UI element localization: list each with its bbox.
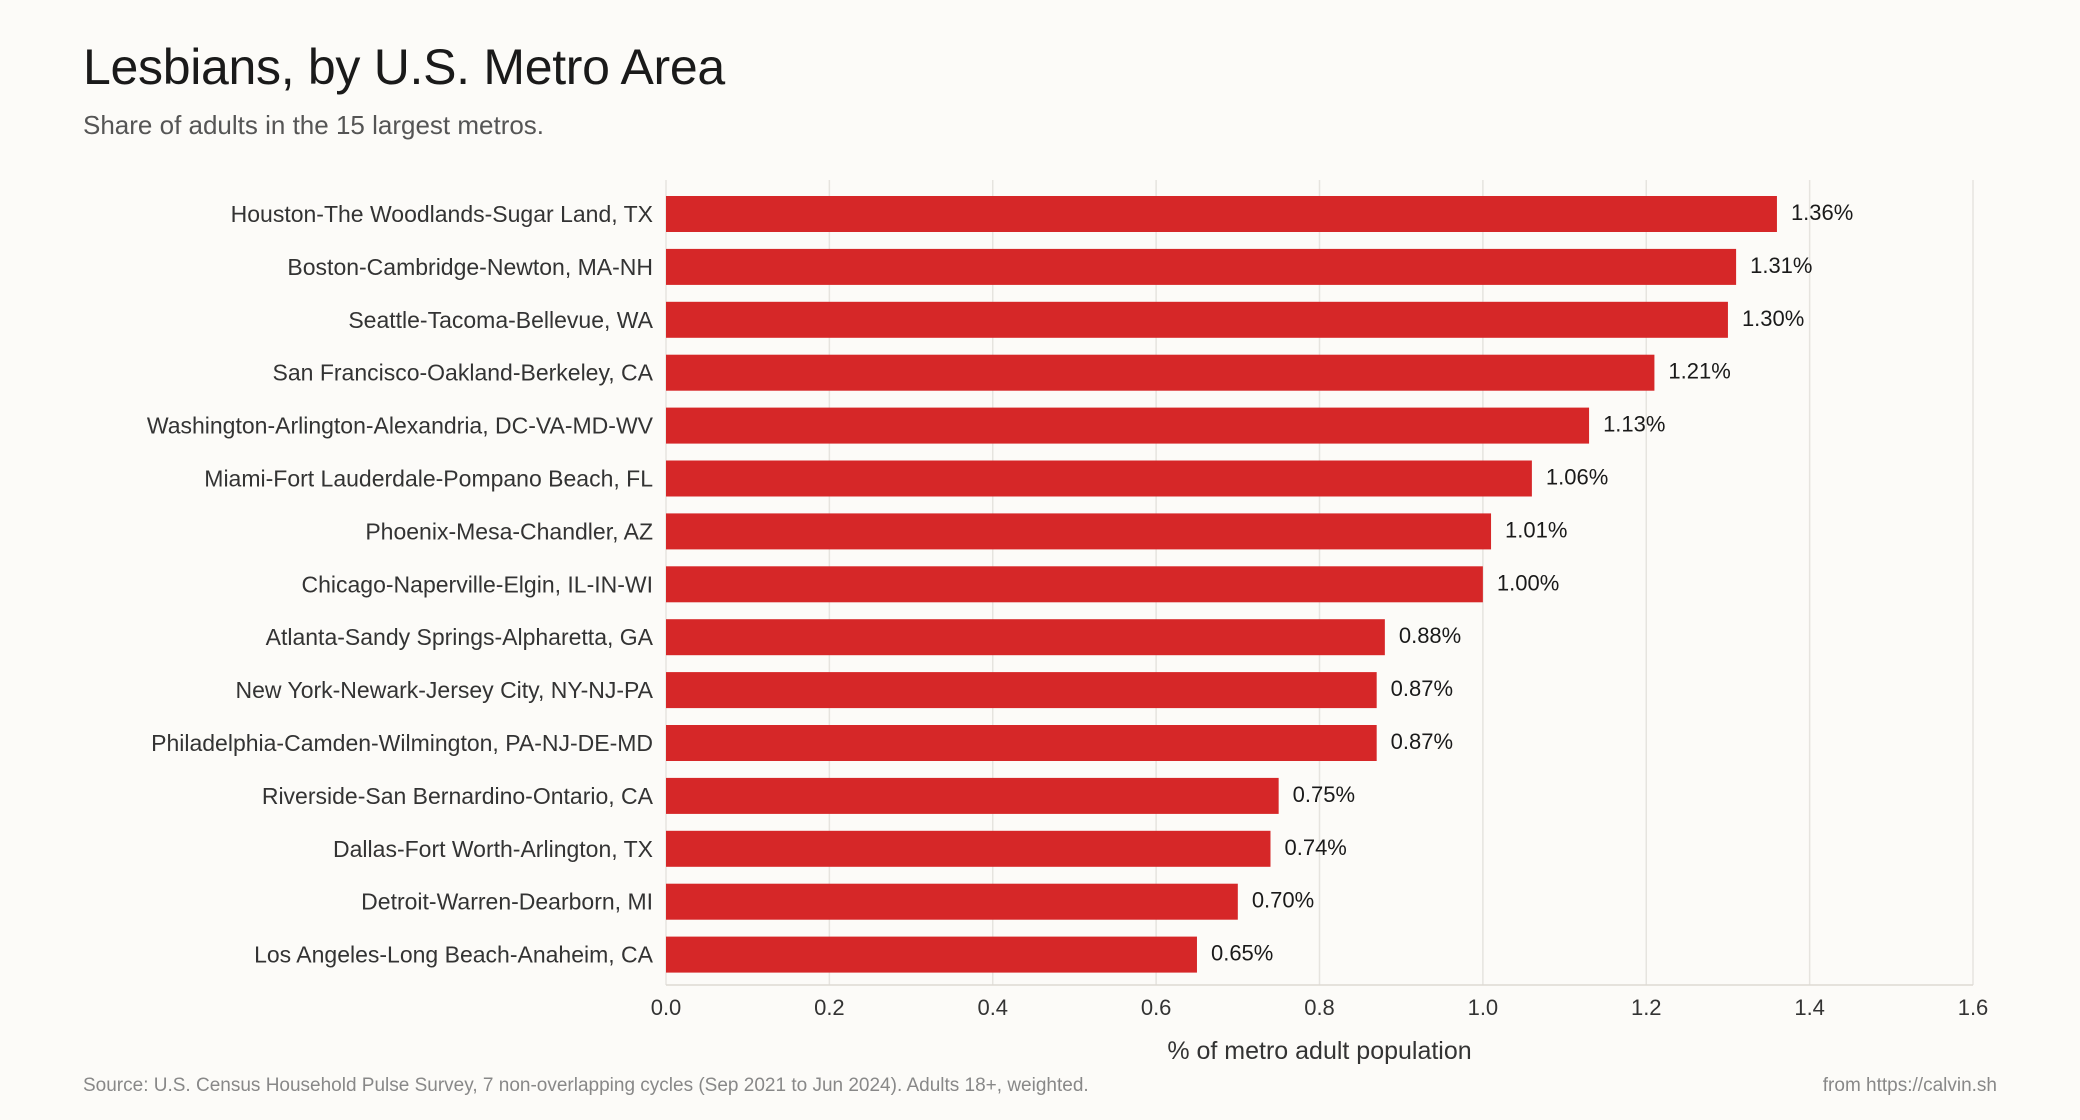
x-tick-label: 1.4 (1794, 995, 1825, 1020)
x-tick-label: 1.6 (1958, 995, 1989, 1020)
chart-subtitle: Share of adults in the 15 largest metros… (83, 110, 545, 140)
value-label: 1.36% (1791, 200, 1853, 225)
bar (666, 248, 1737, 285)
category-labels: Houston-The Woodlands-Sugar Land, TX Bost… (147, 201, 654, 968)
bars (666, 196, 1777, 973)
source-note: Source: U.S. Census Household Pulse Surv… (83, 1075, 1089, 1096)
bar (666, 777, 1279, 814)
x-tick-label: 0.2 (814, 995, 845, 1020)
bar (666, 196, 1777, 232)
bar (666, 883, 1238, 920)
credit-note: from https://calvin.sh (1822, 1075, 1997, 1096)
value-labels: 1.36% 1.31% 1.30% 1.21% 1.13% 1.06% 1.01% 1.00%… (1211, 200, 1853, 966)
x-tick-label: 0.6 (1141, 995, 1172, 1020)
bar (666, 672, 1377, 709)
value-label: 1.06% (1546, 465, 1608, 490)
category-label: Philadelphia-Camden-Wilmington, PA-NJ-DE… (151, 730, 653, 756)
value-label: 0.88% (1399, 623, 1461, 648)
bar (666, 354, 1655, 391)
category-label: Houston-The Woodlands-Sugar Land, TX (231, 201, 653, 227)
value-label: 0.75% (1293, 782, 1355, 807)
bar (666, 619, 1385, 656)
category-label: Chicago-Naperville-Elgin, IL-IN-WI (302, 571, 654, 597)
value-label: 0.74% (1284, 835, 1346, 860)
bar (666, 566, 1483, 603)
x-axis-title: % of metro adult population (1167, 1037, 1471, 1065)
bar (666, 301, 1728, 338)
value-label: 1.21% (1668, 359, 1730, 384)
value-label: 0.65% (1211, 941, 1273, 966)
category-label: Miami-Fort Lauderdale-Pompano Beach, FL (204, 466, 653, 492)
value-label: 1.01% (1505, 517, 1567, 542)
category-label: Atlanta-Sandy Springs-Alpharetta, GA (266, 624, 654, 650)
x-tick-label: 0.4 (977, 995, 1008, 1020)
value-label: 1.30% (1742, 306, 1804, 331)
bar (666, 936, 1197, 973)
x-tick-label: 0.0 (651, 995, 682, 1020)
category-label: Detroit-Warren-Dearborn, MI (361, 889, 653, 915)
bar (666, 513, 1492, 550)
bar (666, 407, 1590, 444)
value-label: 0.70% (1252, 888, 1314, 913)
category-label: Dallas-Fort Worth-Arlington, TX (333, 836, 653, 862)
bar (666, 830, 1271, 867)
chart-title: Lesbians, by U.S. Metro Area (83, 39, 725, 95)
x-tick-label: 0.8 (1304, 995, 1335, 1020)
x-tick-label: 1.2 (1631, 995, 1662, 1020)
value-label: 1.00% (1497, 570, 1559, 595)
x-tick-label: 1.0 (1468, 995, 1499, 1020)
category-label: Boston-Cambridge-Newton, MA-NH (287, 254, 653, 280)
category-label: Los Angeles-Long Beach-Anaheim, CA (254, 942, 654, 968)
category-label: San Francisco-Oakland-Berkeley, CA (273, 360, 654, 386)
value-label: 1.13% (1603, 412, 1665, 437)
category-label: Riverside-San Bernardino-Ontario, CA (262, 783, 654, 809)
category-label: Washington-Arlington-Alexandria, DC-VA-M… (147, 413, 654, 439)
value-label: 0.87% (1391, 676, 1453, 701)
category-label: Phoenix-Mesa-Chandler, AZ (365, 518, 653, 544)
bar (666, 460, 1532, 497)
value-label: 0.87% (1391, 729, 1453, 754)
value-label: 1.31% (1750, 253, 1812, 278)
bar (666, 725, 1377, 761)
category-label: New York-Newark-Jersey City, NY-NJ-PA (235, 677, 653, 703)
x-axis-ticks: 0.0 0.2 0.4 0.6 0.8 1.0 1.2 1.4 1.6 (651, 995, 1989, 1020)
category-label: Seattle-Tacoma-Bellevue, WA (348, 307, 653, 333)
